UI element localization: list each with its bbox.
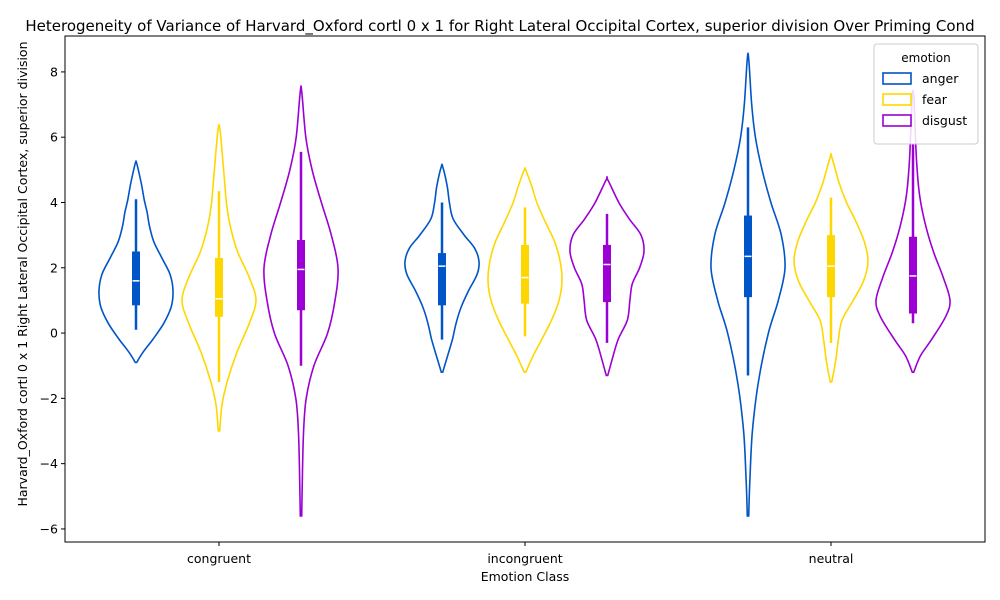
x-tick-label: congruent [187,551,251,566]
legend-label-anger: anger [922,71,959,86]
y-tick-label: 0 [50,326,58,341]
legend-label-disgust: disgust [922,113,967,128]
chart-title: Heterogeneity of Variance of Harvard_Oxf… [25,17,974,36]
legend: emotion anger fear disgust [873,43,979,145]
y-axis-label: Harvard_Oxford cortl 0 x 1 Right Lateral… [15,41,30,506]
violin-anger-neutral [710,52,786,517]
violin-iqr-box [215,257,223,317]
violin-fear-congruent [181,123,257,432]
violin-iqr-box [603,244,611,303]
violin-anger-incongruent [404,163,480,373]
legend-box [873,43,979,145]
violin-fear-incongruent [487,166,563,373]
legend-swatch-fear [882,93,912,106]
violin-iqr-box [909,236,917,314]
y-tick-label: 6 [50,130,58,145]
y-axis-ticks: −6 −4 −2 0 2 4 6 8 [40,64,65,536]
violins [98,52,951,517]
violin-disgust-congruent [263,85,339,517]
legend-swatch-anger [882,72,912,85]
y-tick-label: 2 [50,260,58,275]
y-tick-label: −2 [40,391,58,406]
y-tick-label: −4 [40,456,58,471]
violin-anger-congruent [98,160,174,364]
x-axis-label: Emotion Class [481,569,570,584]
violin-iqr-box [521,244,529,304]
violin-iqr-box [297,240,305,311]
plot-frame [64,35,986,543]
y-tick-label: 8 [50,64,58,79]
y-tick-label: −6 [40,521,58,536]
violin-disgust-incongruent [569,175,645,377]
legend-title: emotion [901,51,950,65]
x-tick-label: incongruent [487,551,562,566]
legend-label-fear: fear [922,92,948,107]
violin-iqr-box [438,253,446,306]
violin-iqr-box [132,251,140,306]
legend-items: anger fear disgust [882,71,967,128]
x-axis-ticks: congruent incongruent neutral [187,542,853,566]
legend-swatch-disgust [882,114,912,127]
y-tick-label: 4 [50,195,58,210]
x-tick-label: neutral [809,551,854,566]
violin-fear-neutral [793,152,869,383]
